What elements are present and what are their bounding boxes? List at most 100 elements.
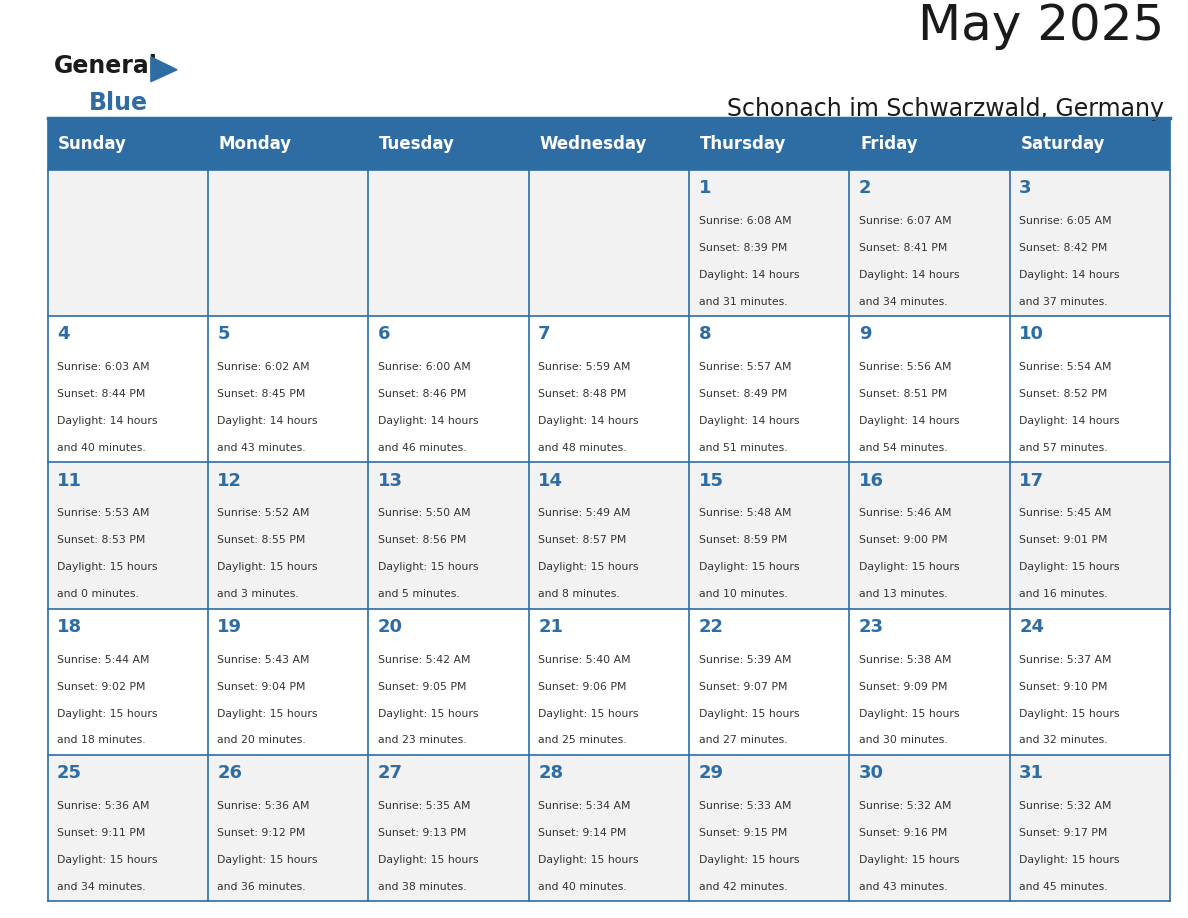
Text: and 43 minutes.: and 43 minutes. bbox=[859, 882, 948, 891]
Text: Daylight: 15 hours: Daylight: 15 hours bbox=[217, 562, 318, 572]
Text: and 27 minutes.: and 27 minutes. bbox=[699, 735, 788, 745]
Text: Sunrise: 5:49 AM: Sunrise: 5:49 AM bbox=[538, 509, 631, 519]
Text: Sunrise: 5:54 AM: Sunrise: 5:54 AM bbox=[1019, 362, 1112, 372]
Text: Sunset: 8:53 PM: Sunset: 8:53 PM bbox=[57, 535, 145, 545]
Text: 25: 25 bbox=[57, 765, 82, 782]
Text: Sunset: 9:06 PM: Sunset: 9:06 PM bbox=[538, 682, 626, 691]
Text: Sunrise: 5:59 AM: Sunrise: 5:59 AM bbox=[538, 362, 631, 372]
Text: Daylight: 15 hours: Daylight: 15 hours bbox=[859, 562, 960, 572]
Text: 4: 4 bbox=[57, 325, 70, 343]
Text: and 32 minutes.: and 32 minutes. bbox=[1019, 735, 1108, 745]
Text: and 3 minutes.: and 3 minutes. bbox=[217, 589, 299, 599]
Text: 12: 12 bbox=[217, 472, 242, 489]
Text: Saturday: Saturday bbox=[1020, 135, 1105, 152]
Text: Daylight: 14 hours: Daylight: 14 hours bbox=[859, 416, 960, 426]
Text: and 48 minutes.: and 48 minutes. bbox=[538, 442, 627, 453]
Text: Sunrise: 5:46 AM: Sunrise: 5:46 AM bbox=[859, 509, 952, 519]
Bar bbox=[48, 609, 1170, 756]
Text: and 10 minutes.: and 10 minutes. bbox=[699, 589, 788, 599]
Text: 28: 28 bbox=[538, 765, 563, 782]
Text: Sunset: 9:02 PM: Sunset: 9:02 PM bbox=[57, 682, 145, 691]
Text: Daylight: 14 hours: Daylight: 14 hours bbox=[1019, 416, 1120, 426]
Text: Daylight: 15 hours: Daylight: 15 hours bbox=[1019, 562, 1120, 572]
Text: Sunset: 9:10 PM: Sunset: 9:10 PM bbox=[1019, 682, 1107, 691]
Text: Sunday: Sunday bbox=[58, 135, 127, 152]
Text: Sunset: 8:48 PM: Sunset: 8:48 PM bbox=[538, 389, 626, 399]
Text: Sunrise: 5:56 AM: Sunrise: 5:56 AM bbox=[859, 362, 952, 372]
Text: Sunset: 9:04 PM: Sunset: 9:04 PM bbox=[217, 682, 305, 691]
Text: Daylight: 14 hours: Daylight: 14 hours bbox=[378, 416, 479, 426]
Text: Sunset: 8:45 PM: Sunset: 8:45 PM bbox=[217, 389, 305, 399]
Text: and 34 minutes.: and 34 minutes. bbox=[859, 297, 948, 307]
Text: and 16 minutes.: and 16 minutes. bbox=[1019, 589, 1108, 599]
Text: Sunrise: 5:52 AM: Sunrise: 5:52 AM bbox=[217, 509, 310, 519]
Text: Sunrise: 6:07 AM: Sunrise: 6:07 AM bbox=[859, 216, 952, 226]
Text: Sunrise: 5:38 AM: Sunrise: 5:38 AM bbox=[859, 655, 952, 665]
Text: Daylight: 15 hours: Daylight: 15 hours bbox=[57, 855, 158, 865]
Text: 21: 21 bbox=[538, 618, 563, 636]
Text: 30: 30 bbox=[859, 765, 884, 782]
Text: Daylight: 15 hours: Daylight: 15 hours bbox=[378, 855, 479, 865]
Text: 5: 5 bbox=[217, 325, 230, 343]
Text: Sunrise: 6:02 AM: Sunrise: 6:02 AM bbox=[217, 362, 310, 372]
Text: Daylight: 15 hours: Daylight: 15 hours bbox=[538, 855, 639, 865]
Text: Daylight: 15 hours: Daylight: 15 hours bbox=[859, 855, 960, 865]
Text: Daylight: 14 hours: Daylight: 14 hours bbox=[57, 416, 158, 426]
Text: 7: 7 bbox=[538, 325, 551, 343]
Text: Sunrise: 5:53 AM: Sunrise: 5:53 AM bbox=[57, 509, 150, 519]
Text: 15: 15 bbox=[699, 472, 723, 489]
Text: 22: 22 bbox=[699, 618, 723, 636]
Text: Sunrise: 5:48 AM: Sunrise: 5:48 AM bbox=[699, 509, 791, 519]
Text: Daylight: 15 hours: Daylight: 15 hours bbox=[57, 562, 158, 572]
Text: and 54 minutes.: and 54 minutes. bbox=[859, 442, 948, 453]
Text: Daylight: 14 hours: Daylight: 14 hours bbox=[699, 416, 800, 426]
Text: Daylight: 15 hours: Daylight: 15 hours bbox=[699, 562, 800, 572]
Text: and 40 minutes.: and 40 minutes. bbox=[538, 882, 627, 891]
Text: Daylight: 15 hours: Daylight: 15 hours bbox=[378, 562, 479, 572]
Text: and 42 minutes.: and 42 minutes. bbox=[699, 882, 788, 891]
Text: Sunset: 8:44 PM: Sunset: 8:44 PM bbox=[57, 389, 145, 399]
Text: 16: 16 bbox=[859, 472, 884, 489]
Text: 1: 1 bbox=[699, 179, 712, 197]
Text: Monday: Monday bbox=[219, 135, 292, 152]
Text: Sunrise: 5:36 AM: Sunrise: 5:36 AM bbox=[217, 801, 310, 811]
Text: Friday: Friday bbox=[860, 135, 918, 152]
Text: Tuesday: Tuesday bbox=[379, 135, 455, 152]
Text: Daylight: 15 hours: Daylight: 15 hours bbox=[1019, 709, 1120, 719]
Text: and 25 minutes.: and 25 minutes. bbox=[538, 735, 627, 745]
Text: Sunrise: 5:43 AM: Sunrise: 5:43 AM bbox=[217, 655, 310, 665]
Text: Daylight: 15 hours: Daylight: 15 hours bbox=[378, 709, 479, 719]
Text: 2: 2 bbox=[859, 179, 872, 197]
Text: Blue: Blue bbox=[89, 91, 148, 115]
Text: Sunset: 8:55 PM: Sunset: 8:55 PM bbox=[217, 535, 305, 545]
Text: 10: 10 bbox=[1019, 325, 1044, 343]
Text: Sunset: 9:01 PM: Sunset: 9:01 PM bbox=[1019, 535, 1107, 545]
Text: and 40 minutes.: and 40 minutes. bbox=[57, 442, 146, 453]
Text: Schonach im Schwarzwald, Germany: Schonach im Schwarzwald, Germany bbox=[727, 97, 1164, 121]
Bar bbox=[48, 463, 1170, 609]
Text: Thursday: Thursday bbox=[700, 135, 786, 152]
Text: Sunrise: 5:32 AM: Sunrise: 5:32 AM bbox=[1019, 801, 1112, 811]
Text: Sunrise: 5:50 AM: Sunrise: 5:50 AM bbox=[378, 509, 470, 519]
Text: Daylight: 15 hours: Daylight: 15 hours bbox=[1019, 855, 1120, 865]
Text: Sunrise: 6:08 AM: Sunrise: 6:08 AM bbox=[699, 216, 791, 226]
Text: and 30 minutes.: and 30 minutes. bbox=[859, 735, 948, 745]
Text: Daylight: 15 hours: Daylight: 15 hours bbox=[217, 709, 318, 719]
Text: Sunrise: 5:35 AM: Sunrise: 5:35 AM bbox=[378, 801, 470, 811]
Text: and 45 minutes.: and 45 minutes. bbox=[1019, 882, 1108, 891]
Text: Daylight: 14 hours: Daylight: 14 hours bbox=[1019, 270, 1120, 280]
Text: Daylight: 14 hours: Daylight: 14 hours bbox=[859, 270, 960, 280]
Text: Daylight: 15 hours: Daylight: 15 hours bbox=[699, 709, 800, 719]
Text: Sunset: 9:09 PM: Sunset: 9:09 PM bbox=[859, 682, 947, 691]
Text: Sunset: 8:56 PM: Sunset: 8:56 PM bbox=[378, 535, 466, 545]
Text: and 51 minutes.: and 51 minutes. bbox=[699, 442, 788, 453]
Text: and 31 minutes.: and 31 minutes. bbox=[699, 297, 788, 307]
Text: and 5 minutes.: and 5 minutes. bbox=[378, 589, 460, 599]
Text: Sunset: 9:11 PM: Sunset: 9:11 PM bbox=[57, 828, 145, 838]
Text: 14: 14 bbox=[538, 472, 563, 489]
Text: Sunset: 9:05 PM: Sunset: 9:05 PM bbox=[378, 682, 466, 691]
Text: and 36 minutes.: and 36 minutes. bbox=[217, 882, 307, 891]
Text: and 38 minutes.: and 38 minutes. bbox=[378, 882, 467, 891]
Text: 27: 27 bbox=[378, 765, 403, 782]
Bar bbox=[48, 316, 1170, 463]
